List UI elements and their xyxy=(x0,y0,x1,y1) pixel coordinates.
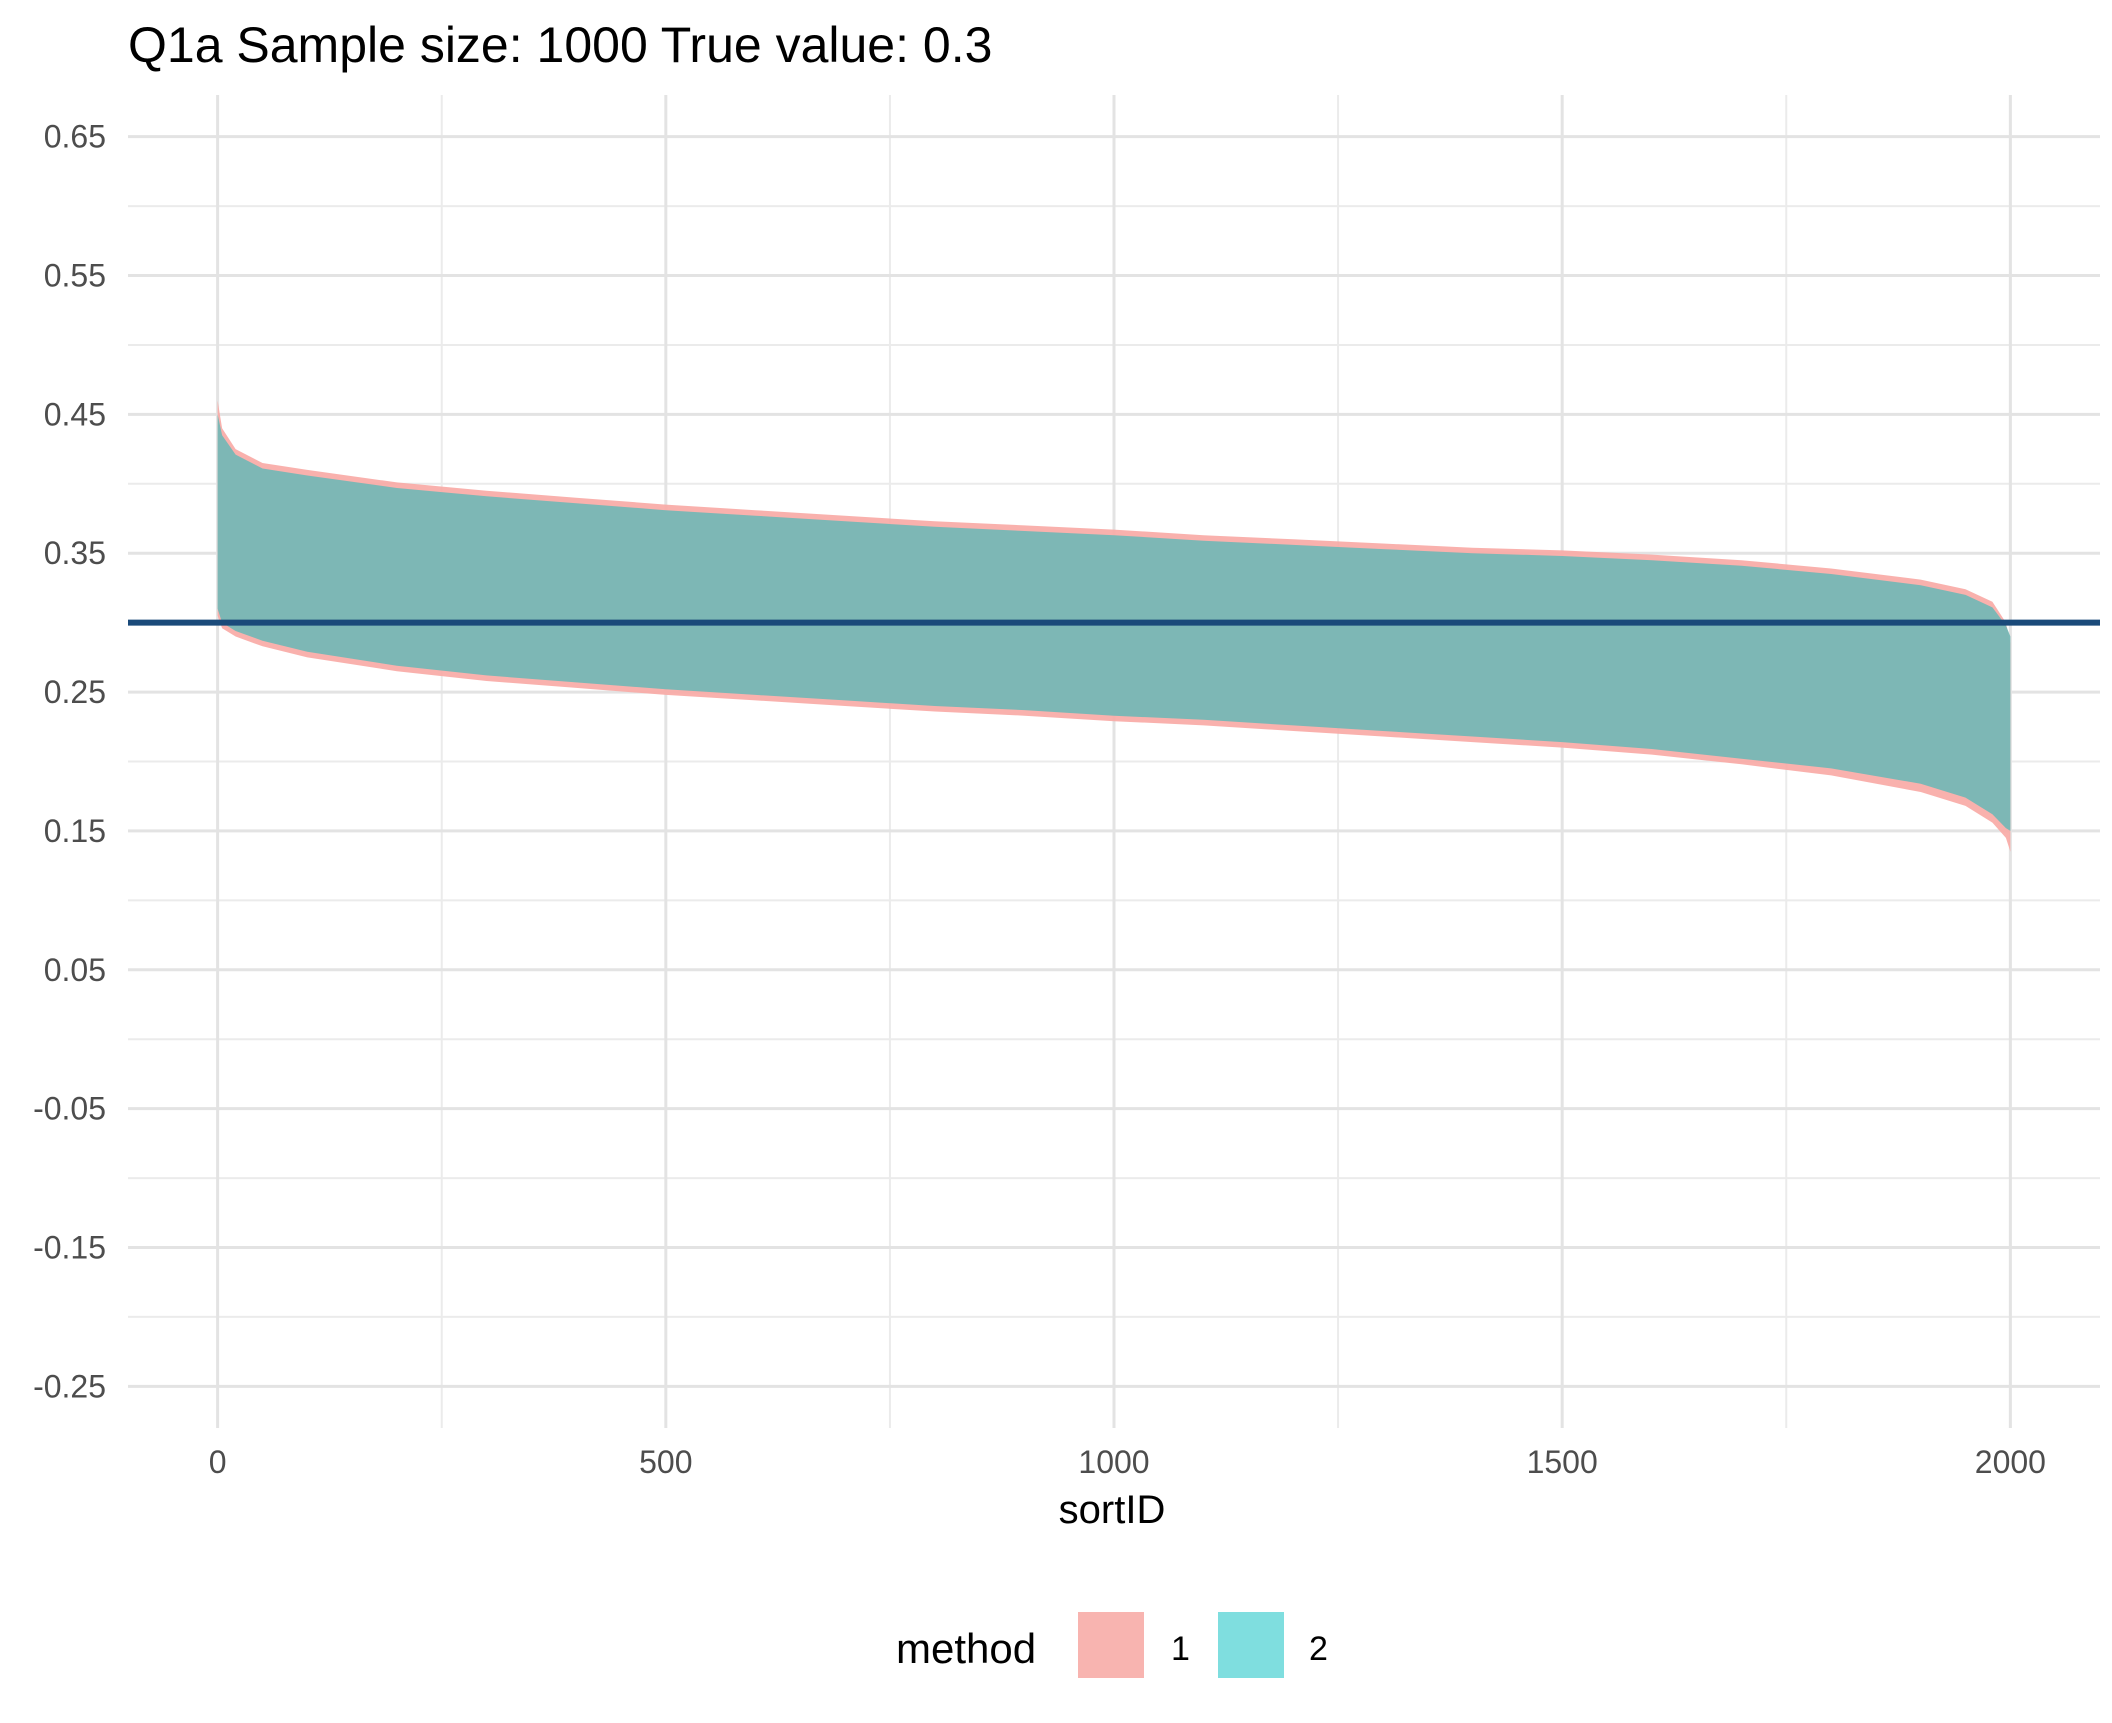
y-tick-label: 0.55 xyxy=(44,258,106,294)
legend-key-2 xyxy=(1218,1612,1284,1678)
x-axis-ticks: 0 500 1000 1500 2000 xyxy=(209,1444,2046,1480)
x-tick-label: 0 xyxy=(209,1444,227,1480)
y-tick-label: 0.05 xyxy=(44,952,106,988)
legend-label-2: 2 xyxy=(1309,1630,1328,1668)
y-axis-ticks: 0.65 0.55 0.45 0.35 0.25 0.15 0.05 -0.05 -0.15 -0… xyxy=(33,119,106,1405)
y-tick-label: -0.05 xyxy=(33,1091,106,1127)
y-tick-label: 0.65 xyxy=(44,119,106,155)
y-tick-label: 0.35 xyxy=(44,535,106,571)
legend-label-1: 1 xyxy=(1171,1630,1190,1668)
x-tick-label: 1500 xyxy=(1527,1444,1598,1480)
x-tick-label: 500 xyxy=(639,1444,692,1480)
x-tick-label: 2000 xyxy=(1975,1444,2046,1480)
x-tick-label: 1000 xyxy=(1078,1444,1149,1480)
legend: method 1 2 xyxy=(896,1612,1328,1678)
y-tick-label: -0.25 xyxy=(33,1368,106,1404)
legend-title: method xyxy=(896,1625,1036,1672)
y-tick-label: -0.15 xyxy=(33,1229,106,1265)
y-tick-label: 0.45 xyxy=(44,396,106,432)
y-tick-label: 0.25 xyxy=(44,674,106,710)
chart-title: Q1a Sample size: 1000 True value: 0.3 xyxy=(128,17,992,73)
x-axis-label: sortID xyxy=(1059,1488,1166,1532)
y-tick-label: 0.15 xyxy=(44,813,106,849)
legend-key-1 xyxy=(1078,1612,1144,1678)
